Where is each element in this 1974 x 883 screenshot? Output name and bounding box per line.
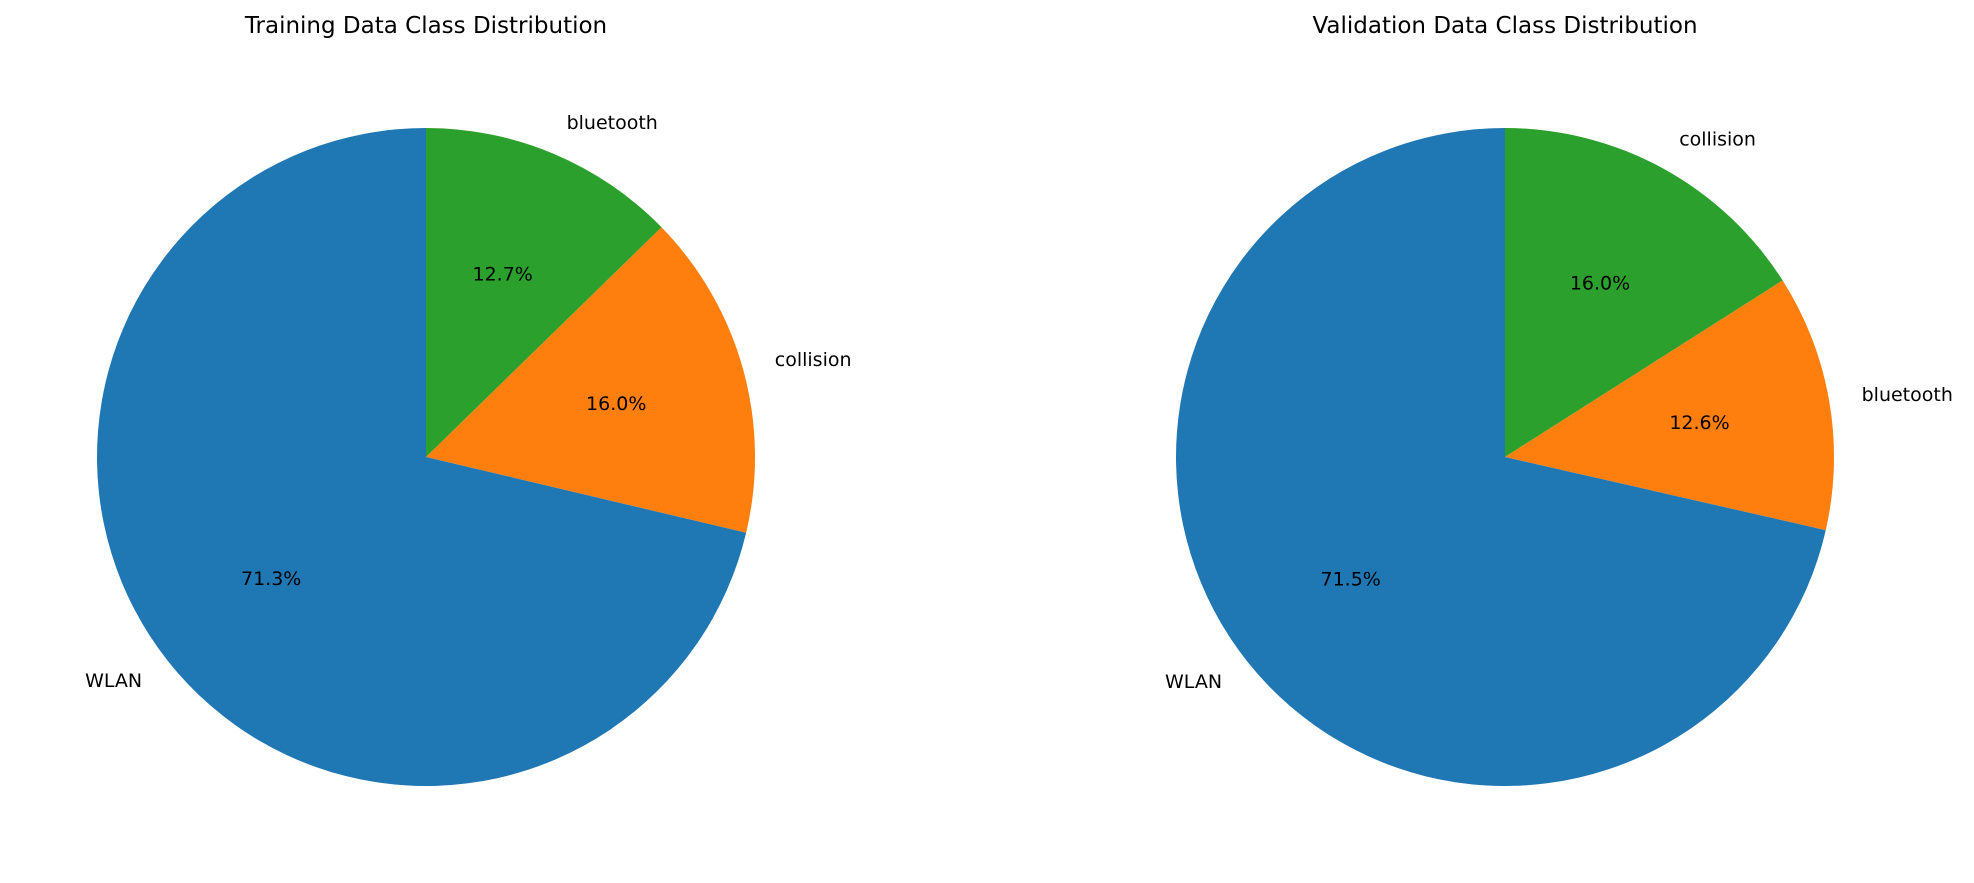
pie-slices (1175, 128, 1835, 786)
pie-slice-wlan (1175, 128, 1826, 786)
slice-percent-label: 16.0% (586, 393, 646, 415)
chart-title: Training Data Class Distribution (244, 13, 607, 39)
slice-label: WLAN (85, 670, 142, 692)
pie-slice-bluetooth (1505, 280, 1835, 531)
slice-percent-label: 12.7% (473, 264, 533, 286)
pie-slice-collision (426, 227, 756, 533)
slice-label: collision (1679, 128, 1756, 150)
pie-labels: bluetooth 12.7% collision 16.0% WLAN 71.3% (85, 112, 851, 692)
training-pie-chart: Training Data Class Distribution bluetoo… (85, 13, 852, 787)
slice-percent-label: 16.0% (1570, 272, 1630, 294)
chart-title: Validation Data Class Distribution (1312, 13, 1697, 39)
pie-slice-wlan (97, 128, 747, 787)
pie-slice-bluetooth (426, 128, 662, 457)
pie-slices (97, 128, 756, 787)
slice-label: WLAN (1165, 671, 1222, 693)
slice-percent-label: 12.6% (1669, 412, 1729, 434)
slice-label: bluetooth (1862, 384, 1953, 406)
pie-labels: collision 16.0% bluetooth 12.6% WLAN 71.5% (1165, 128, 1953, 693)
slice-percent-label: 71.3% (241, 568, 301, 590)
slice-label: bluetooth (567, 112, 658, 134)
slice-label: collision (775, 349, 852, 371)
slice-percent-label: 71.5% (1320, 569, 1380, 591)
pie-slice-collision (1505, 128, 1783, 457)
validation-pie-chart: Validation Data Class Distribution colli… (1165, 13, 1953, 786)
